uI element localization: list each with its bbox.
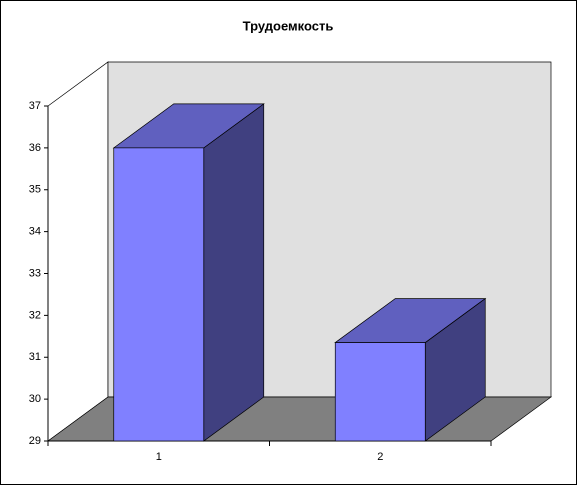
y-tick-label: 36 <box>29 142 41 154</box>
y-tick-label: 37 <box>29 100 41 112</box>
left-wall <box>47 61 109 442</box>
x-tick-label: 1 <box>156 451 162 463</box>
y-tick-label: 33 <box>29 267 41 279</box>
bar <box>334 342 426 442</box>
y-tick-label: 29 <box>29 435 41 447</box>
x-tick-label: 2 <box>377 451 383 463</box>
y-tick-label: 34 <box>29 226 41 238</box>
y-tick-label: 30 <box>29 393 41 405</box>
y-tick-label: 35 <box>29 184 41 196</box>
y-tick-label: 32 <box>29 309 41 321</box>
bar-side <box>203 103 265 442</box>
chart-title: Трудоемкость <box>243 18 334 33</box>
y-tick-label: 31 <box>29 351 41 363</box>
bar <box>113 147 205 442</box>
